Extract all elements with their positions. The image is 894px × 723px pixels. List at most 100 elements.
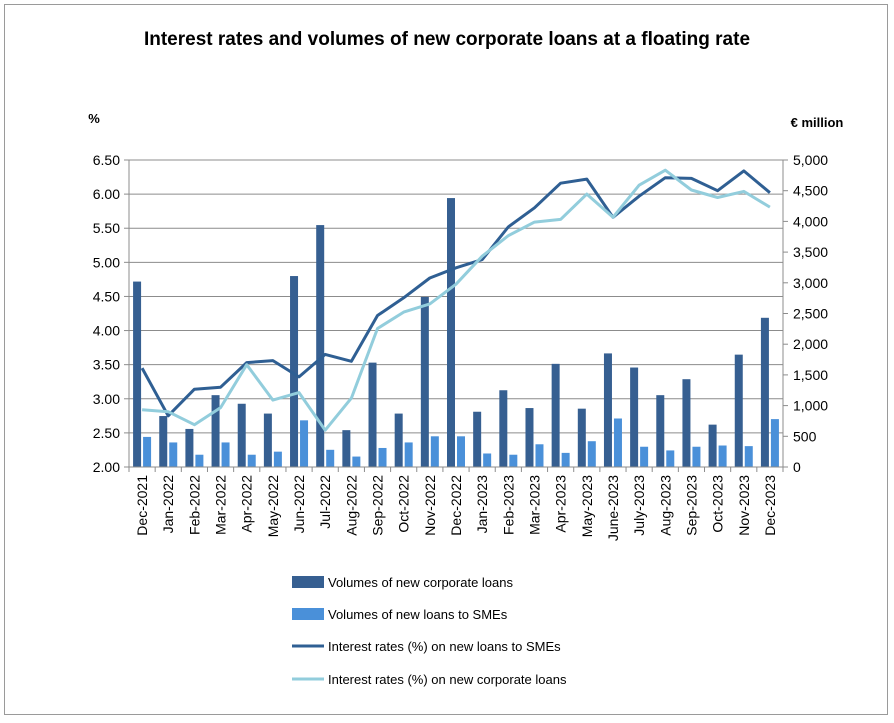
legend-swatch <box>292 608 324 620</box>
bar-corporate-volume <box>473 411 482 467</box>
lines <box>140 168 771 432</box>
bar-sme-volume <box>509 454 518 467</box>
y-right-axis-label: € million <box>791 115 844 130</box>
bar-corporate-volume <box>342 430 351 467</box>
bar-corporate-volume <box>734 354 743 467</box>
y-left-tick-label: 3.50 <box>93 357 120 373</box>
y-right-tick-label: 1,500 <box>793 367 828 383</box>
bar-corporate-volume <box>630 367 639 467</box>
x-tick-label: May-2023 <box>579 475 595 537</box>
line-sme-rate <box>140 169 771 418</box>
x-tick-label: Jun-2022 <box>291 475 307 534</box>
bar-corporate-volume <box>394 413 403 467</box>
bar-sme-volume <box>666 450 675 467</box>
bar-sme-volume <box>352 456 361 467</box>
bar-corporate-volume <box>525 408 534 467</box>
bar-sme-volume <box>770 419 779 467</box>
x-tick-label: Oct-2022 <box>396 475 412 533</box>
bar-sme-volume <box>143 436 152 467</box>
x-tick-label: Nov-2023 <box>736 475 752 536</box>
y-left-tick-label: 5.00 <box>93 254 120 270</box>
x-tick-label: Jul-2022 <box>317 475 333 529</box>
x-tick-label: Dec-2021 <box>134 475 150 536</box>
x-tick-label: Jan-2023 <box>474 475 490 534</box>
bar-corporate-volume <box>656 395 665 467</box>
x-tick-label: Apr-2023 <box>553 475 569 533</box>
y-right-tick-label: 2,000 <box>793 336 828 352</box>
bar-sme-volume <box>430 436 439 467</box>
x-tick-label: Nov-2022 <box>422 475 438 536</box>
bar-sme-volume <box>483 453 492 467</box>
y-right-tick-label: 5,000 <box>793 152 828 168</box>
bar-corporate-volume <box>551 363 560 467</box>
y-left-tick-label: 5.50 <box>93 220 120 236</box>
bar-sme-volume <box>169 442 178 467</box>
y-right-tick-label: 2,500 <box>793 306 828 322</box>
bar-sme-volume <box>273 451 282 467</box>
chart-title: Interest rates and volumes of new corpor… <box>144 29 750 50</box>
x-tick-label: Jan-2022 <box>160 475 176 534</box>
x-tick-label: May-2022 <box>265 475 281 537</box>
x-tick-label: Aug-2022 <box>343 475 359 536</box>
bar-corporate-volume <box>237 403 246 467</box>
bar-sme-volume <box>587 441 596 467</box>
bar-sme-volume <box>692 446 701 467</box>
x-tick-label: June-2023 <box>605 475 621 541</box>
line-corporate-rate <box>141 168 771 432</box>
bar-sme-volume <box>378 447 387 467</box>
bar-sme-volume <box>326 449 335 467</box>
bar-corporate-volume <box>368 362 377 467</box>
legend-label: Volumes of new loans to SMEs <box>328 607 508 622</box>
y-left-tick-label: 6.50 <box>93 152 120 168</box>
x-tick-label: Feb-2023 <box>500 475 516 535</box>
x-tick-label: Oct-2023 <box>710 475 726 533</box>
x-tick-label: Sep-2022 <box>370 475 386 536</box>
bar-corporate-volume <box>263 413 272 467</box>
bar-sme-volume <box>640 446 649 467</box>
bar-sme-volume <box>718 445 727 467</box>
legend-swatch <box>292 576 324 588</box>
bar-corporate-volume <box>603 353 612 467</box>
bar-corporate-volume <box>159 416 168 467</box>
bars <box>133 198 779 467</box>
axes: 6.50 6.00 5.50 5.00 4.50 4.00 3.50 3.00 2.50 2.00… <box>93 152 828 541</box>
x-tick-label: July-2023 <box>631 475 647 536</box>
bar-corporate-volume <box>708 424 717 467</box>
y-left-axis-label: % <box>88 111 100 126</box>
y-left-tick-label: 2.00 <box>93 459 120 475</box>
bar-sme-volume <box>457 436 465 467</box>
chart: Interest rates and volumes of new corpor… <box>88 29 844 687</box>
y-left-tick-label: 4.50 <box>93 288 120 304</box>
bar-corporate-volume <box>133 281 142 467</box>
bar-sme-volume <box>247 454 256 467</box>
y-right-tick-label: 4,500 <box>793 183 828 199</box>
x-tick-label: Mar-2022 <box>213 475 229 535</box>
bar-corporate-volume <box>420 296 429 467</box>
x-tick-label: Mar-2023 <box>526 475 542 535</box>
y-right-tick-label: 4,000 <box>793 213 828 229</box>
bar-corporate-volume <box>682 379 691 467</box>
bar-sme-volume <box>300 420 309 467</box>
bar-corporate-volume <box>577 408 586 467</box>
x-tick-label: Dec-2023 <box>762 475 778 536</box>
bar-corporate-volume <box>447 198 455 467</box>
bar-sme-volume <box>561 452 570 467</box>
bar-corporate-volume <box>316 225 325 467</box>
bar-sme-volume <box>195 454 204 467</box>
y-right-tick-label: 3,000 <box>793 275 828 291</box>
y-left-tick-label: 3.00 <box>93 391 120 407</box>
bar-corporate-volume <box>290 276 299 467</box>
x-tick-label: Sep-2023 <box>683 475 699 536</box>
legend-label: Interest rates (%) on new loans to SMEs <box>328 639 561 654</box>
chart-frame: Interest rates and volumes of new corpor… <box>4 4 888 715</box>
x-tick-label: Dec-2022 <box>448 475 464 536</box>
y-left-tick-label: 4.00 <box>93 323 120 339</box>
y-right-tick-label: 500 <box>793 428 817 444</box>
bar-corporate-volume <box>499 390 508 467</box>
x-tick-label: Apr-2022 <box>239 475 255 533</box>
x-tick-label: Feb-2022 <box>186 475 202 535</box>
y-right-tick-label: 1,000 <box>793 398 828 414</box>
bar-sme-volume <box>221 442 230 467</box>
bar-sme-volume <box>744 446 753 467</box>
bar-corporate-volume <box>185 428 194 467</box>
